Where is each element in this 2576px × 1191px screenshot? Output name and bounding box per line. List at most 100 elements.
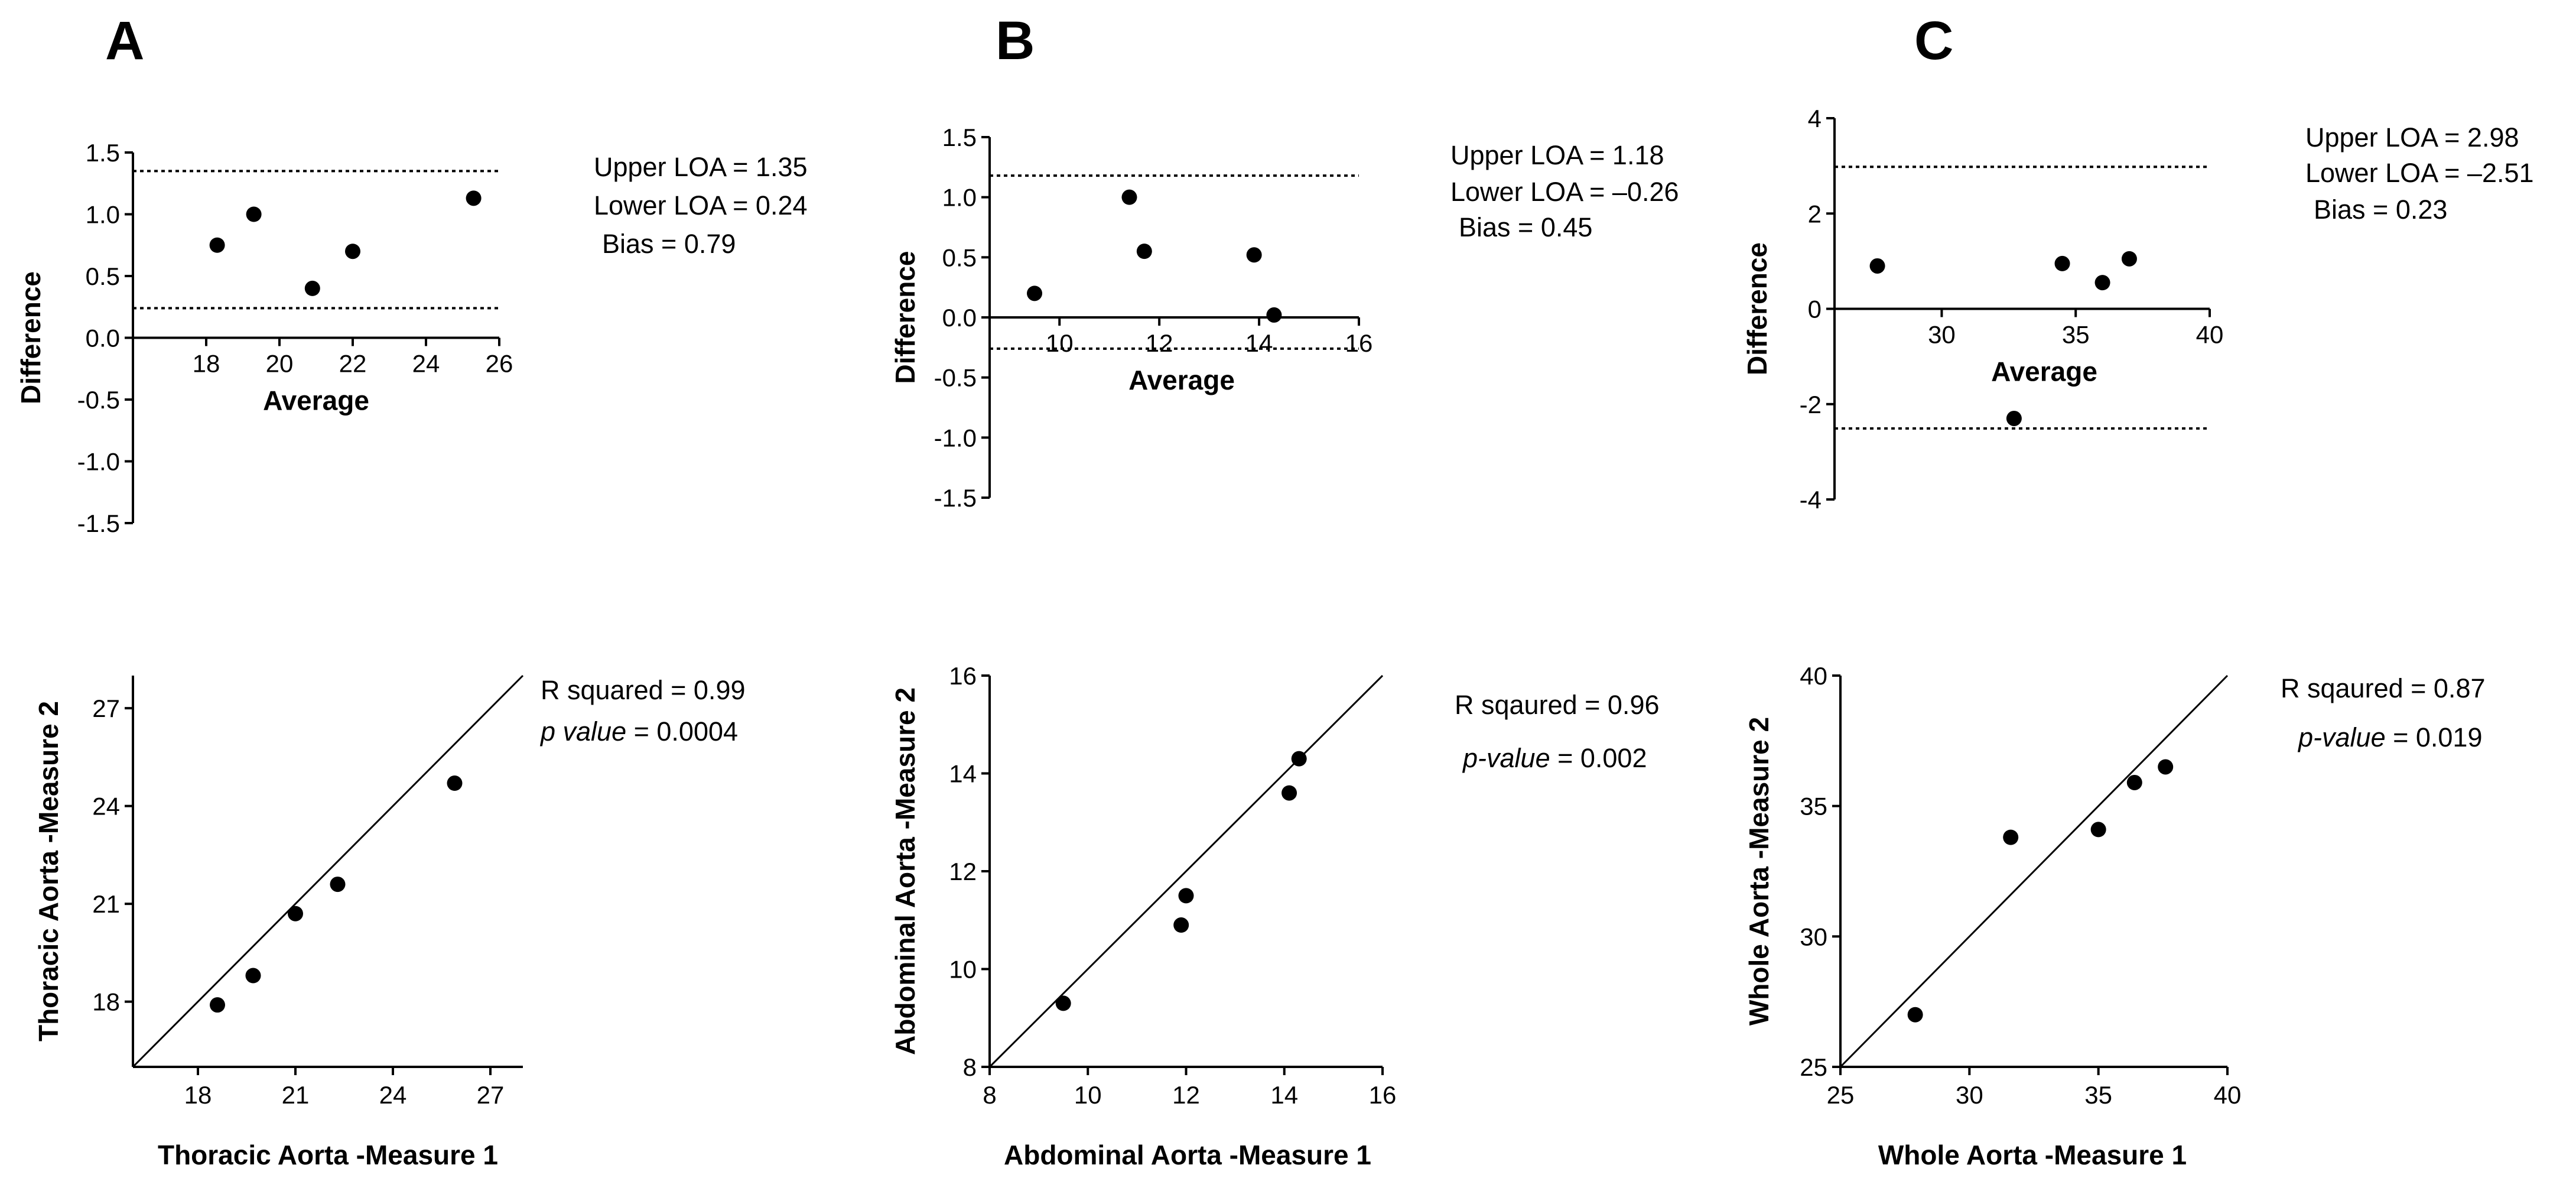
panel-a: A 1.5 1.0 0.5 0.0 -0.5 -1.0 -1.5 18 20 22 24 26 Avera… [15, 11, 808, 1170]
y-tick-label: 0.0 [942, 304, 977, 332]
x-tick-label: 35 [2084, 1081, 2112, 1109]
data-point [1246, 247, 1262, 263]
y-tick-label: 4 [1808, 105, 1822, 132]
x-tick-label: 30 [1956, 1081, 1983, 1109]
data-point [2121, 251, 2137, 267]
x-tick-label: 16 [1345, 329, 1373, 357]
x-tick-label: 10 [1046, 329, 1074, 357]
y-axis-title: Difference [15, 271, 46, 404]
y-tick-label: 25 [1800, 1053, 1827, 1081]
data-point [345, 244, 360, 259]
data-point [304, 280, 320, 296]
p-value-value: = 0.002 [1550, 743, 1647, 773]
x-tick-label: 30 [1928, 321, 1956, 349]
data-point [1907, 1007, 1923, 1023]
x-axis-title: Average [1991, 356, 2097, 387]
data-point [1291, 751, 1307, 767]
data-point [209, 237, 225, 253]
data-point [1055, 995, 1071, 1011]
data-point [245, 968, 261, 984]
loa-annotation: Lower LOA = –2.51 [2305, 158, 2534, 188]
x-tick-label: 40 [2196, 321, 2224, 349]
correlation-plot: 18 21 24 27 18 21 24 27 Thoracic Aorta -Measure … [33, 674, 746, 1170]
data-point [447, 775, 463, 791]
r-squared-value: = 0.87 [2403, 673, 2486, 703]
loa-annotation: Upper LOA = 2.98 [2305, 122, 2519, 152]
y-tick-label: 14 [949, 760, 977, 788]
y-tick-label: 16 [949, 662, 977, 690]
data-point [2003, 829, 2019, 845]
x-tick-label: 21 [282, 1081, 310, 1109]
y-axis-title: Difference [1742, 242, 1772, 375]
data-point [2054, 255, 2070, 271]
data-point [288, 906, 303, 921]
x-axis-title: Thoracic Aorta -Measure 1 [158, 1140, 498, 1170]
r-squared-label: R sqaured [1455, 690, 1578, 720]
x-axis-title: Average [1128, 365, 1235, 395]
x-tick-label: 18 [193, 350, 220, 378]
y-tick-label: 12 [949, 858, 977, 885]
data-point [330, 877, 346, 893]
y-tick-label: -1.5 [77, 509, 120, 537]
x-tick-label: 8 [983, 1081, 996, 1109]
r-squared-label: R sqaured [2281, 673, 2403, 703]
bland-altman-plot: 1.5 1.0 0.5 0.0 -0.5 -1.0 -1.5 10 12 14 16 Average D… [890, 124, 1679, 512]
correlation-plot: 25 30 35 40 25 30 35 40 Whole Aorta -Measure 1 Wh… [1744, 662, 2486, 1170]
y-tick-label: 0.5 [86, 262, 120, 290]
panel-letter: C [1914, 11, 1953, 71]
data-point [2126, 774, 2142, 790]
bland-altman-plot: 1.5 1.0 0.5 0.0 -0.5 -1.0 -1.5 18 20 22 24 26 Averag… [15, 139, 808, 537]
y-axis-title: Difference [890, 251, 921, 384]
data-point [246, 206, 262, 222]
x-tick-label: 35 [2062, 321, 2090, 349]
data-point [2094, 275, 2110, 291]
y-axis-title: Whole Aorta -Measure 2 [1744, 717, 1774, 1026]
data-point [1266, 307, 1282, 323]
data-point [1121, 189, 1137, 205]
x-tick-label: 25 [1827, 1081, 1855, 1109]
p-value-label: p-value [2297, 722, 2386, 752]
y-tick-label: -2 [1800, 391, 1822, 418]
y-tick-label: 1.0 [942, 184, 977, 212]
y-tick-label: 24 [92, 793, 120, 820]
x-axis-title: Abdominal Aorta -Measure 1 [1004, 1140, 1371, 1170]
r-squared-value: = 0.99 [663, 675, 746, 705]
x-tick-label: 24 [412, 350, 440, 378]
loa-annotation: Lower LOA = 0.24 [594, 190, 808, 220]
y-tick-label: 1.0 [86, 201, 120, 229]
p-value-annotation: p-value = 0.002 [1462, 743, 1647, 773]
data-point [466, 190, 482, 206]
identity-line [988, 674, 1384, 1068]
r-squared-annotation: R sqaured = 0.87 [2281, 673, 2486, 703]
x-tick-label: 24 [379, 1081, 407, 1109]
x-tick-label: 12 [1172, 1081, 1200, 1109]
y-tick-label: 27 [92, 695, 120, 722]
data-point [1173, 917, 1189, 933]
x-tick-label: 18 [184, 1081, 212, 1109]
y-tick-label: -0.5 [934, 364, 977, 392]
correlation-plot: 8 10 12 14 16 8 10 12 14 16 Abdominal Aorta -Measu… [890, 662, 1660, 1170]
y-tick-label: 35 [1800, 793, 1827, 820]
y-tick-label: -4 [1800, 486, 1822, 514]
loa-annotation: Bias = 0.23 [2314, 194, 2447, 225]
y-axis-title: Abdominal Aorta -Measure 2 [890, 687, 921, 1055]
y-tick-label: 8 [963, 1053, 977, 1081]
p-value-value: = 0.0004 [626, 716, 738, 747]
loa-annotation: Bias = 0.45 [1459, 212, 1592, 242]
x-axis-title: Average [263, 385, 369, 416]
r-squared-value: = 0.96 [1578, 690, 1660, 720]
r-squared-label: R squared [541, 675, 663, 705]
y-tick-label: 30 [1800, 923, 1827, 950]
y-tick-label: 40 [1800, 662, 1827, 690]
y-tick-label: -1.5 [934, 484, 977, 512]
r-squared-annotation: R squared = 0.99 [541, 675, 746, 705]
y-tick-label: 21 [92, 890, 120, 918]
x-tick-label: 14 [1245, 329, 1273, 357]
data-point [1869, 258, 1885, 274]
data-point [1136, 244, 1152, 259]
data-point [2158, 759, 2174, 775]
y-tick-label: 0 [1808, 296, 1822, 323]
p-value-label: p-value [1462, 743, 1550, 773]
